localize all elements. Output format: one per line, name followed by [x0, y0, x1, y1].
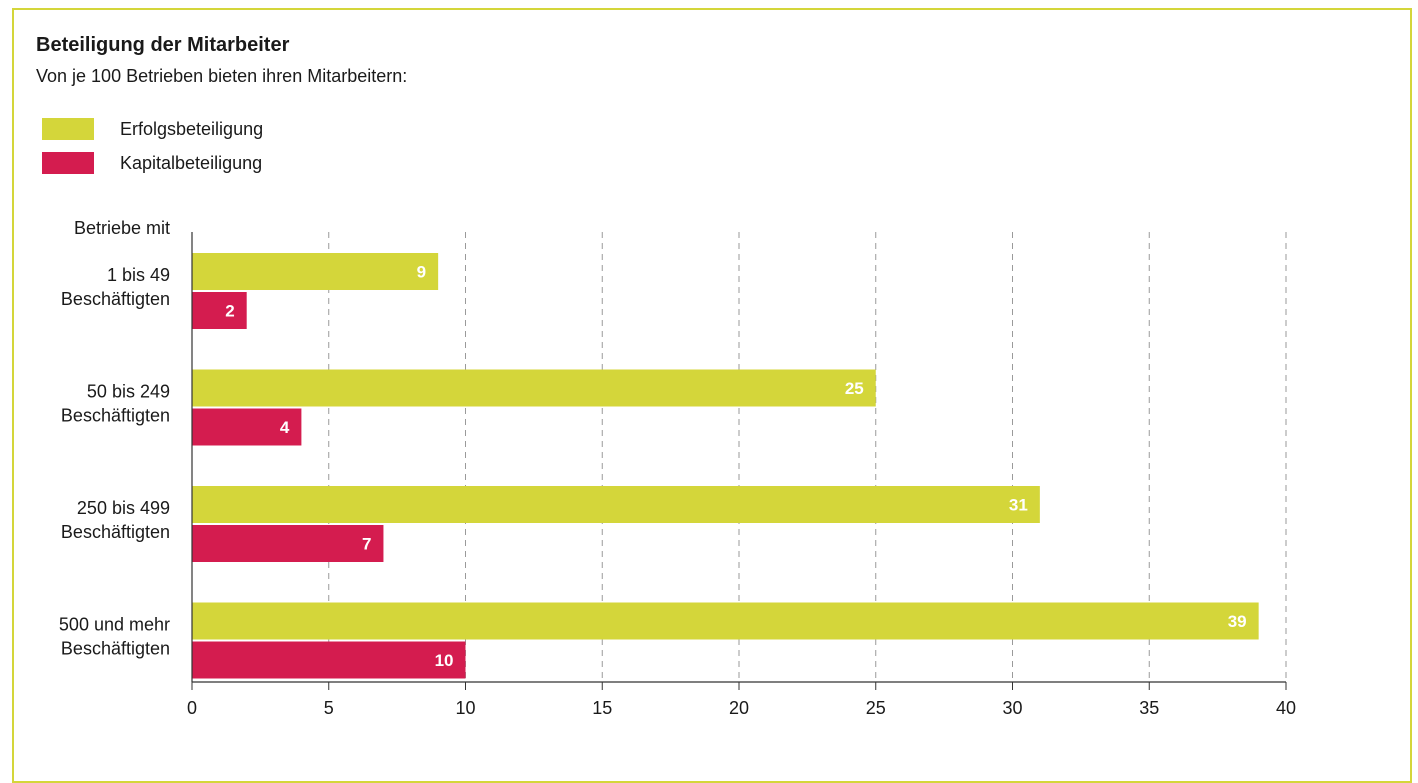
bar-erfolgsbeteiligung-2: [192, 486, 1040, 523]
bar-kapitalbeteiligung-2: [192, 525, 384, 562]
bar-value-label-kapitalbeteiligung-3: 10: [435, 651, 454, 670]
legend-label-erfolgsbeteiligung: Erfolgsbeteiligung: [120, 118, 264, 139]
category-label-0-line-0: 1 bis 49: [107, 265, 170, 285]
x-tick-label-20: 20: [729, 698, 749, 718]
x-tick-label-35: 35: [1139, 698, 1159, 718]
chart-subtitle: Von je 100 Betrieben bieten ihren Mitarb…: [36, 66, 408, 86]
legend: Erfolgsbeteiligung Kapitalbeteiligung: [42, 112, 263, 180]
bar-value-label-kapitalbeteiligung-2: 7: [362, 535, 371, 554]
legend-item-erfolgsbeteiligung: Erfolgsbeteiligung: [42, 112, 263, 146]
x-tick-label-10: 10: [455, 698, 475, 718]
bar-value-label-erfolgsbeteiligung-1: 25: [845, 379, 864, 398]
x-tick-label-40: 40: [1276, 698, 1296, 718]
category-label-2-line-0: 250 bis 499: [77, 498, 170, 518]
category-label-2-line-1: Beschäftigten: [61, 522, 170, 542]
x-tick-label-15: 15: [592, 698, 612, 718]
legend-swatch-erfolgsbeteiligung: [42, 118, 94, 140]
bar-kapitalbeteiligung-0: [192, 292, 247, 329]
category-label-3-line-1: Beschäftigten: [61, 639, 170, 659]
bar-kapitalbeteiligung-3: [192, 641, 466, 679]
x-tick-label-30: 30: [1002, 698, 1022, 718]
chart-title: Beteiligung der Mitarbeiter: [36, 34, 290, 56]
category-label-1-line-1: Beschäftigten: [61, 406, 170, 426]
bar-value-label-kapitalbeteiligung-0: 2: [225, 302, 234, 321]
legend-label-kapitalbeteiligung: Kapitalbeteiligung: [120, 152, 263, 173]
y-axis-title: Betriebe mit: [74, 218, 170, 238]
bar-value-label-erfolgsbeteiligung-0: 9: [417, 263, 426, 282]
category-label-3-line-0: 500 und mehr: [59, 615, 170, 635]
bar-erfolgsbeteiligung-3: [192, 602, 1259, 640]
bar-value-label-kapitalbeteiligung-1: 4: [280, 418, 290, 437]
bar-erfolgsbeteiligung-0: [192, 253, 439, 290]
x-tick-label-5: 5: [324, 698, 334, 718]
bar-value-label-erfolgsbeteiligung-3: 39: [1228, 612, 1247, 631]
x-tick-label-0: 0: [187, 698, 197, 718]
category-label-1-line-0: 50 bis 249: [87, 382, 170, 402]
legend-swatch-kapitalbeteiligung: [42, 152, 94, 174]
bar-value-label-erfolgsbeteiligung-2: 31: [1009, 496, 1028, 515]
bar-kapitalbeteiligung-1: [192, 408, 302, 446]
bar-erfolgsbeteiligung-1: [192, 369, 876, 407]
x-tick-label-25: 25: [866, 698, 886, 718]
legend-item-kapitalbeteiligung: Kapitalbeteiligung: [42, 146, 263, 180]
category-label-0-line-1: Beschäftigten: [61, 289, 170, 309]
